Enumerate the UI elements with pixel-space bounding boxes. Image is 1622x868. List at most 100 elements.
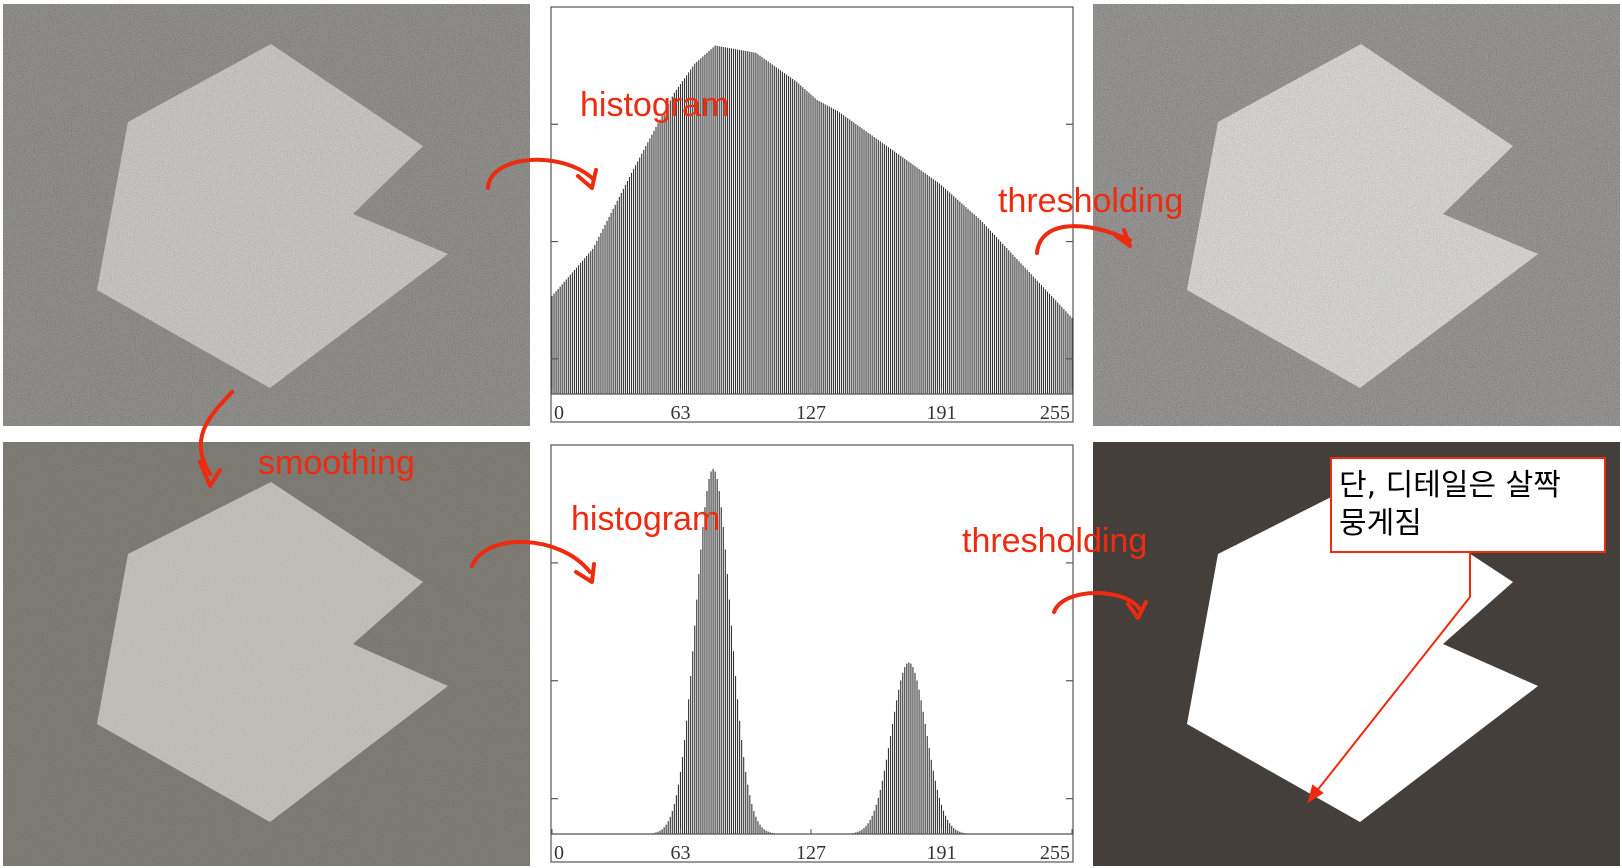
histogram-bar [720, 46, 722, 395]
histogram-bar [820, 102, 822, 395]
histogram-bar [696, 599, 698, 834]
histogram-bar [947, 819, 949, 834]
histogram-bar [930, 759, 932, 834]
histogram-bar [1028, 272, 1030, 394]
histogram-bar [741, 739, 743, 834]
callout-note-line2: 뭉게짐 [1339, 506, 1422, 541]
noisy-original-image [3, 4, 530, 426]
histogram-bar [706, 52, 708, 394]
histogram-bar [604, 224, 606, 394]
histogram-bar [945, 188, 947, 394]
histogram-bar [745, 771, 747, 834]
histogram-bar [741, 50, 743, 395]
histogram-bar [855, 832, 857, 834]
histogram-bar [675, 89, 677, 394]
histogram-bar [881, 142, 883, 394]
histogram-bar [940, 185, 943, 394]
histogram-bar [967, 208, 969, 394]
histogram-bar [912, 667, 914, 834]
histogram-bar [708, 478, 710, 834]
histogram-bar [661, 829, 663, 834]
histogram-bar [724, 549, 726, 834]
histogram-bar [1065, 311, 1067, 394]
histogram-bar [900, 680, 902, 834]
histogram-bar [724, 47, 726, 395]
histogram-bar [851, 121, 853, 395]
histogram-bar [671, 811, 673, 834]
histogram-bar [859, 830, 861, 834]
histogram-bar [698, 573, 700, 834]
histogram-bar [665, 107, 667, 395]
histogram-bar [908, 161, 910, 394]
histogram-bar [712, 469, 714, 834]
histogram-bar [910, 163, 912, 394]
histogram-bar [979, 219, 981, 394]
histogram-bar [710, 49, 712, 395]
histogram-bar [686, 720, 688, 834]
histogram-bar [761, 827, 763, 834]
histogram-bar [961, 203, 963, 394]
histogram-bar [763, 829, 765, 834]
histogram-bar [892, 723, 894, 834]
histogram-bar [912, 164, 914, 394]
histogram-bar [1040, 285, 1042, 394]
histogram-bar [894, 151, 896, 394]
histogram-bar [926, 174, 928, 394]
histogram-bar [567, 277, 569, 394]
histogram-bar [679, 84, 682, 394]
histogram-bar [904, 667, 906, 834]
histogram-bar [688, 699, 690, 834]
histogram-bar [753, 811, 755, 834]
histogram-bar [871, 815, 873, 834]
histogram-bar [896, 700, 898, 834]
histogram-bar [841, 113, 843, 394]
histogram-bar [673, 92, 675, 395]
histogram-bar [563, 281, 565, 394]
histogram-bar [1034, 278, 1036, 394]
histogram-bar [814, 98, 816, 395]
histogram-bar [659, 830, 661, 834]
histogram-bar [902, 157, 904, 394]
histogram-bar [879, 789, 881, 834]
histogram-bar [594, 244, 596, 394]
x-tick-label: 63 [670, 402, 690, 424]
histogram-bar [1036, 280, 1038, 394]
histogram-bar [1067, 313, 1069, 394]
histogram-bar [861, 128, 863, 394]
histogram-bar [863, 827, 865, 834]
histogram-bar [869, 134, 871, 394]
histogram-bar [853, 122, 855, 394]
histogram-bar [771, 64, 773, 395]
histogram-bar [800, 85, 802, 394]
histogram-bar [918, 689, 920, 834]
histogram-bar [739, 49, 741, 394]
histogram-bar [775, 67, 777, 395]
histogram-bar [832, 108, 834, 395]
histogram-bar [953, 827, 955, 834]
histogram-bar [692, 651, 694, 834]
histogram-bar [769, 832, 771, 834]
histogram-bar [916, 167, 918, 394]
histogram-bar [922, 711, 924, 834]
histogram-bar [783, 73, 786, 395]
histogram-bar [785, 74, 788, 394]
histogram-bar [734, 676, 737, 834]
x-tick-label: 127 [796, 402, 826, 424]
x-tick-label: 191 [926, 842, 956, 864]
histogram-bar [690, 69, 692, 394]
histogram-bar [732, 48, 735, 394]
histogram-bar [622, 188, 624, 394]
histogram-bar [618, 196, 620, 394]
histogram-bar [720, 507, 722, 834]
histogram-bar [861, 829, 863, 834]
histogram-bar [926, 736, 928, 834]
thresholding-label-top: thresholding [998, 182, 1184, 220]
histogram-bar [900, 155, 902, 394]
histogram-bar [716, 45, 718, 394]
histogram-bar [665, 824, 667, 834]
histogram-bar [936, 789, 938, 834]
histogram-bar [812, 96, 814, 394]
histogram-bar [810, 94, 812, 395]
histogram-bar [655, 127, 657, 394]
histogram-bar [934, 780, 936, 834]
